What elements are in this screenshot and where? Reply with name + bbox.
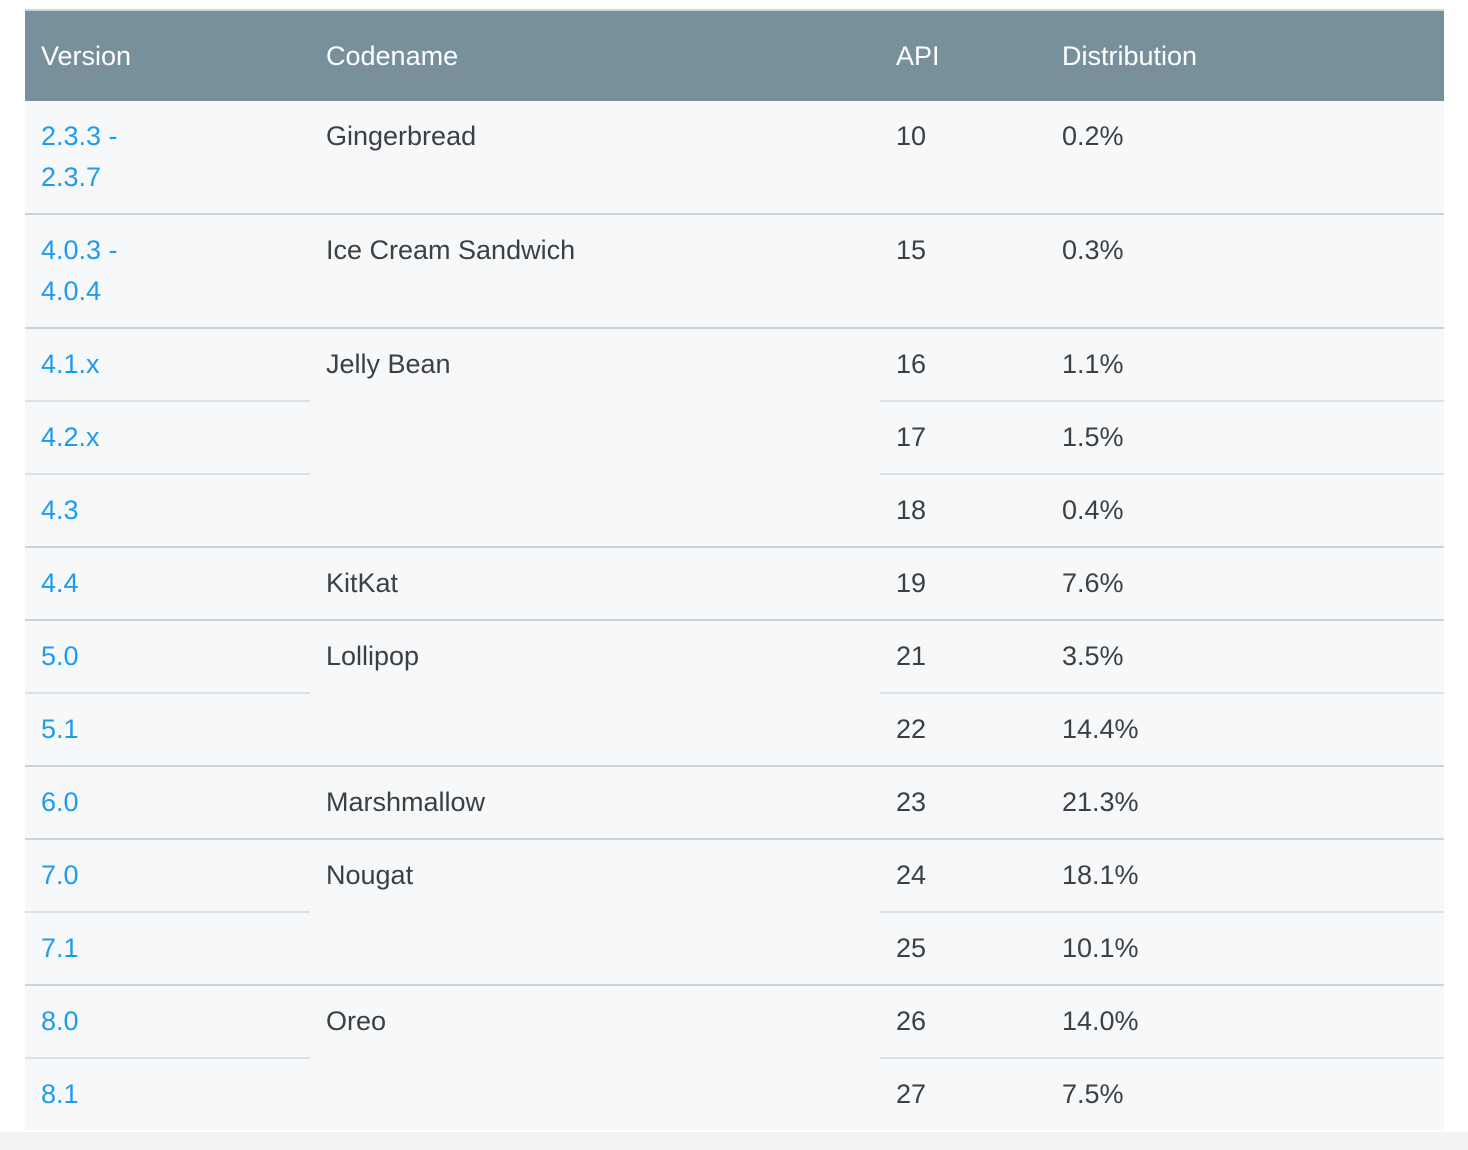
version-line: 4.3 <box>41 495 79 525</box>
distribution-cell: 1.5% <box>1046 400 1444 474</box>
version-line: 5.0 <box>41 641 79 671</box>
column-header-api: API <box>880 10 1046 101</box>
version-link[interactable]: 4.1.x <box>41 344 100 385</box>
version-cell: 4.2.x <box>25 400 310 474</box>
api-cell: 24 <box>880 838 1046 912</box>
version-link[interactable]: 4.2.x <box>41 417 100 458</box>
codename-cell: Jelly Bean <box>310 327 880 547</box>
version-line: 8.0 <box>41 1006 79 1036</box>
distribution-cell: 7.6% <box>1046 546 1444 620</box>
codename-cell: Lollipop <box>310 619 880 766</box>
distribution-cell: 1.1% <box>1046 327 1444 401</box>
api-cell: 18 <box>880 473 1046 547</box>
distribution-cell: 7.5% <box>1046 1057 1444 1130</box>
bottom-strip <box>0 1132 1468 1150</box>
version-cell: 2.3.3 - 2.3.7 <box>25 101 310 214</box>
version-link[interactable]: 2.3.3 - 2.3.7 <box>41 116 118 198</box>
version-line: 5.1 <box>41 714 79 744</box>
version-cell: 7.0 <box>25 838 310 912</box>
version-cell: 4.1.x <box>25 327 310 401</box>
table-body: 2.3.3 -2.3.7 Gingerbread 10 0.2% 4.0.3 -4.0.… <box>25 101 1444 1130</box>
column-header-codename: Codename <box>310 10 880 101</box>
version-line: 4.1.x <box>41 349 100 379</box>
version-line: 2.3.7 <box>41 162 102 192</box>
table-row: 5.0 Lollipop 21 3.5% <box>25 619 1444 766</box>
column-header-distribution: Distribution <box>1046 10 1444 101</box>
version-link[interactable]: 5.1 <box>41 709 79 750</box>
table-row: 8.1 27 7.5% <box>25 1057 1444 1130</box>
codename-cell: Nougat <box>310 838 880 985</box>
api-cell: 10 <box>880 101 1046 214</box>
version-link[interactable]: 6.0 <box>41 782 79 823</box>
table-row: 7.0 Nougat 24 18.1% <box>25 838 1444 985</box>
version-line: 6.0 <box>41 787 79 817</box>
table-row: 4.0.3 - 4.0.4 Ice Cream Sandwich 15 0.3% <box>25 213 1444 328</box>
codename-cell: KitKat <box>310 546 880 620</box>
api-cell: 26 <box>880 984 1046 1058</box>
distribution-cell: 0.3% <box>1046 213 1444 328</box>
table-row: 4.1.x Jelly Bean 16 1.1% <box>25 327 1444 547</box>
android-version-distribution-table: Version Codename API Distribution 2.3.3 … <box>25 9 1444 1130</box>
version-cell: 4.0.3 - 4.0.4 <box>25 213 310 328</box>
distribution-cell: 3.5% <box>1046 619 1444 693</box>
version-link[interactable]: 4.4 <box>41 563 79 604</box>
version-link[interactable]: 8.1 <box>41 1074 79 1115</box>
distribution-cell: 0.4% <box>1046 473 1444 547</box>
version-cell: 8.1 <box>25 1057 310 1130</box>
version-cell: 8.0 <box>25 984 310 1058</box>
version-cell: 4.3 <box>25 473 310 547</box>
version-link[interactable]: 8.0 <box>41 1001 79 1042</box>
table-row: 8.0 Oreo 26 14.0% <box>25 984 1444 1130</box>
version-line: 2.3.3 - <box>41 121 118 151</box>
distribution-cell: 10.1% <box>1046 911 1444 985</box>
version-cell: 5.0 <box>25 619 310 693</box>
version-line: 7.1 <box>41 933 79 963</box>
version-cell: 6.0 <box>25 765 310 839</box>
api-cell: 22 <box>880 692 1046 766</box>
distribution-cell: 14.4% <box>1046 692 1444 766</box>
distribution-cell: 21.3% <box>1046 765 1444 839</box>
api-cell: 17 <box>880 400 1046 474</box>
api-cell: 27 <box>880 1057 1046 1130</box>
column-header-version: Version <box>25 10 310 101</box>
version-line: 4.2.x <box>41 422 100 452</box>
table-row: 7.1 25 10.1% <box>25 911 1444 985</box>
table-row: 2.3.3 - 2.3.7 Gingerbread 10 0.2% <box>25 101 1444 214</box>
codename-cell: Oreo <box>310 984 880 1130</box>
codename-cell: Ice Cream Sandwich <box>310 213 880 328</box>
distribution-cell: 18.1% <box>1046 838 1444 912</box>
codename-cell: Marshmallow <box>310 765 880 839</box>
version-line: 8.1 <box>41 1079 79 1109</box>
version-link[interactable]: 7.1 <box>41 928 79 969</box>
api-cell: 16 <box>880 327 1046 401</box>
table-header: Version Codename API Distribution <box>25 10 1444 101</box>
table-row: 6.0 Marshmallow 23 21.3% <box>25 765 1444 839</box>
api-cell: 25 <box>880 911 1046 985</box>
version-line: 4.4 <box>41 568 79 598</box>
version-line: 4.0.4 <box>41 276 102 306</box>
codename-cell: Gingerbread <box>310 101 880 214</box>
api-cell: 23 <box>880 765 1046 839</box>
api-cell: 21 <box>880 619 1046 693</box>
version-link[interactable]: 4.0.3 - 4.0.4 <box>41 230 118 312</box>
version-link[interactable]: 4.3 <box>41 490 79 531</box>
version-line: 4.0.3 - <box>41 235 118 265</box>
api-cell: 19 <box>880 546 1046 620</box>
api-cell: 15 <box>880 213 1046 328</box>
distribution-cell: 0.2% <box>1046 101 1444 214</box>
version-cell: 7.1 <box>25 911 310 985</box>
version-cell: 5.1 <box>25 692 310 766</box>
table-row: 4.2.x 17 1.5% <box>25 400 1444 474</box>
version-cell: 4.4 <box>25 546 310 620</box>
header-row: Version Codename API Distribution <box>25 10 1444 101</box>
version-link[interactable]: 5.0 <box>41 636 79 677</box>
version-line: 7.0 <box>41 860 79 890</box>
distribution-cell: 14.0% <box>1046 984 1444 1058</box>
table-row: 4.4 KitKat 19 7.6% <box>25 546 1444 620</box>
version-link[interactable]: 7.0 <box>41 855 79 896</box>
table-row: 5.1 22 14.4% <box>25 692 1444 766</box>
table-row: 4.3 18 0.4% <box>25 473 1444 547</box>
